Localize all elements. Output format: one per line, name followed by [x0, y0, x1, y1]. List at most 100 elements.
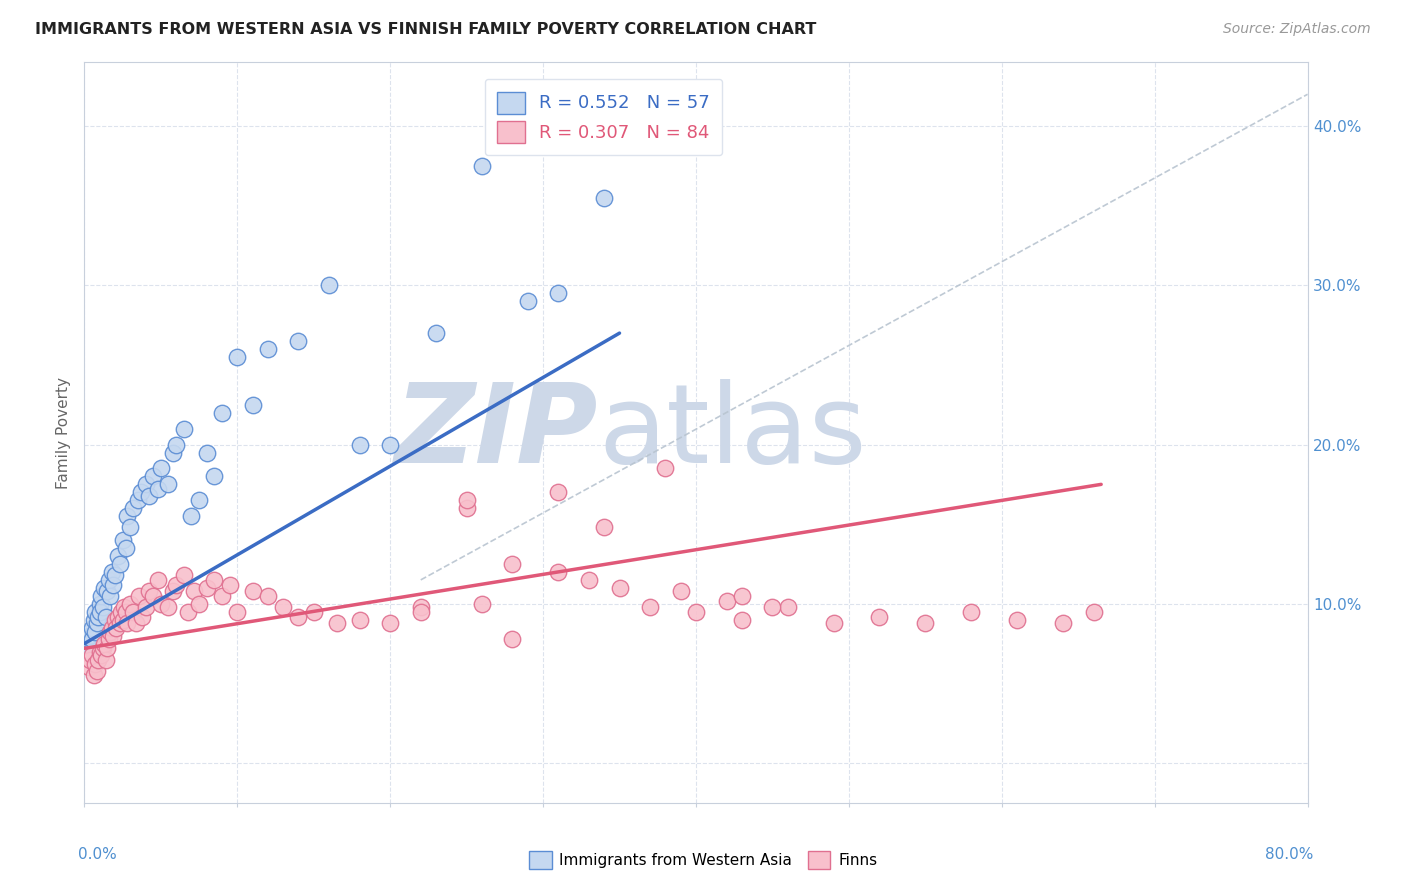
- Point: [318, 278, 340, 293]
- Point: [114, 605, 136, 619]
- Point: [86, 615, 108, 630]
- Point: [135, 477, 157, 491]
- Point: [188, 597, 211, 611]
- Point: [302, 605, 325, 619]
- Point: [669, 584, 692, 599]
- Point: [104, 568, 127, 582]
- Point: [125, 615, 148, 630]
- Point: [138, 489, 160, 503]
- Point: [257, 589, 280, 603]
- Point: [177, 605, 200, 619]
- Point: [271, 599, 294, 614]
- Point: [87, 652, 110, 666]
- Point: [162, 584, 184, 599]
- Point: [593, 191, 616, 205]
- Point: [731, 613, 754, 627]
- Point: [120, 597, 142, 611]
- Point: [195, 445, 218, 459]
- Point: [146, 573, 169, 587]
- Point: [165, 577, 187, 591]
- Point: [516, 294, 538, 309]
- Point: [83, 668, 105, 682]
- Point: [242, 398, 264, 412]
- Text: Source: ZipAtlas.com: Source: ZipAtlas.com: [1223, 22, 1371, 37]
- Point: [1052, 615, 1074, 630]
- Point: [90, 648, 112, 662]
- Point: [105, 621, 128, 635]
- Point: [349, 613, 371, 627]
- Point: [91, 599, 114, 614]
- Point: [89, 605, 111, 619]
- Point: [103, 629, 125, 643]
- Point: [409, 605, 432, 619]
- Point: [218, 577, 240, 591]
- Point: [91, 641, 114, 656]
- Point: [89, 597, 111, 611]
- Point: [547, 565, 569, 579]
- Point: [380, 615, 402, 630]
- Point: [77, 629, 100, 643]
- Point: [226, 605, 249, 619]
- Point: [80, 621, 103, 635]
- Point: [83, 613, 105, 627]
- Point: [96, 584, 118, 599]
- Point: [84, 605, 107, 619]
- Point: [173, 422, 195, 436]
- Point: [104, 613, 127, 627]
- Point: [138, 584, 160, 599]
- Point: [380, 437, 402, 451]
- Text: atlas: atlas: [598, 379, 866, 486]
- Point: [593, 520, 616, 534]
- Point: [101, 565, 124, 579]
- Point: [502, 632, 524, 646]
- Point: [211, 406, 233, 420]
- Point: [409, 599, 432, 614]
- Point: [173, 568, 195, 582]
- Point: [180, 509, 202, 524]
- Point: [107, 609, 129, 624]
- Text: 80.0%: 80.0%: [1265, 847, 1313, 863]
- Point: [547, 485, 569, 500]
- Legend: R = 0.552   N = 57, R = 0.307   N = 84: R = 0.552 N = 57, R = 0.307 N = 84: [485, 78, 723, 155]
- Point: [242, 584, 264, 599]
- Point: [471, 597, 494, 611]
- Point: [84, 657, 107, 672]
- Point: [547, 286, 569, 301]
- Point: [115, 509, 138, 524]
- Point: [425, 326, 447, 340]
- Point: [93, 637, 115, 651]
- Point: [79, 644, 101, 658]
- Text: IMMIGRANTS FROM WESTERN ASIA VS FINNISH FAMILY POVERTY CORRELATION CHART: IMMIGRANTS FROM WESTERN ASIA VS FINNISH …: [35, 22, 817, 37]
- Point: [157, 477, 180, 491]
- Point: [87, 609, 110, 624]
- Point: [1083, 605, 1105, 619]
- Point: [86, 664, 108, 678]
- Point: [456, 501, 478, 516]
- Point: [84, 625, 107, 640]
- Point: [111, 533, 134, 547]
- Point: [80, 648, 103, 662]
- Point: [108, 557, 131, 571]
- Point: [146, 482, 169, 496]
- Point: [120, 520, 142, 534]
- Point: [188, 493, 211, 508]
- Point: [142, 589, 165, 603]
- Point: [257, 342, 280, 356]
- Point: [287, 609, 309, 624]
- Point: [122, 605, 145, 619]
- Point: [157, 599, 180, 614]
- Point: [89, 644, 111, 658]
- Point: [111, 613, 134, 627]
- Point: [349, 437, 371, 451]
- Point: [502, 557, 524, 571]
- Point: [94, 609, 117, 624]
- Point: [776, 599, 799, 614]
- Point: [129, 485, 152, 500]
- Point: [183, 584, 205, 599]
- Point: [114, 541, 136, 555]
- Point: [103, 577, 125, 591]
- Point: [96, 641, 118, 656]
- Point: [202, 573, 225, 587]
- Point: [77, 660, 100, 674]
- Point: [716, 593, 738, 607]
